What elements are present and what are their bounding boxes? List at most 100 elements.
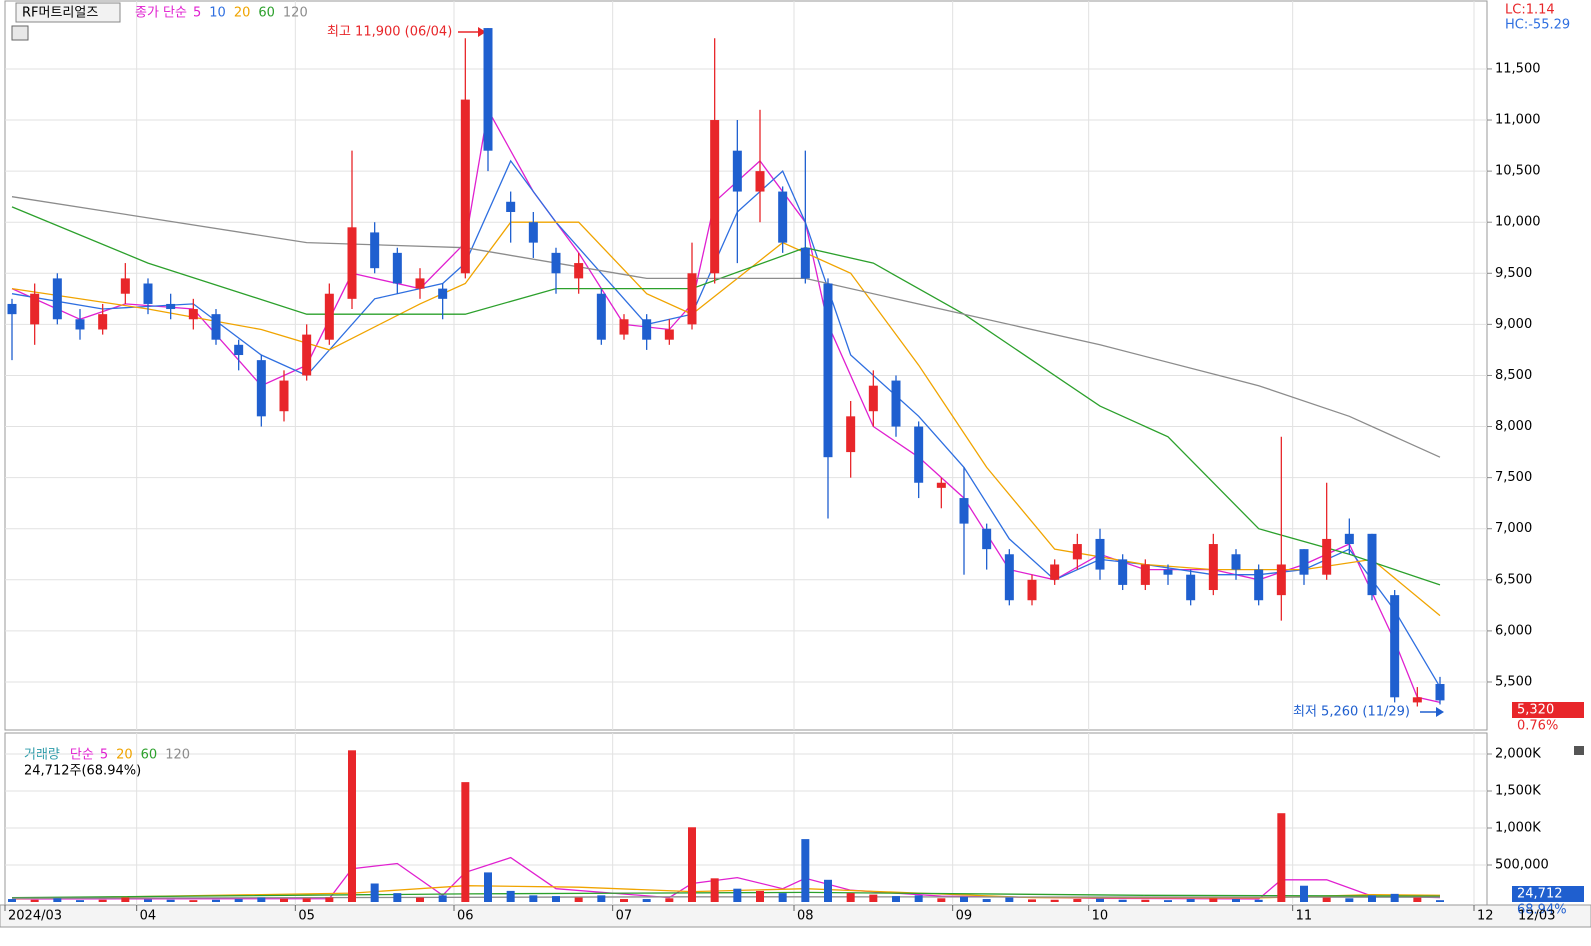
volume-bar (1005, 897, 1014, 902)
x-tick-label: 2024/03 (8, 909, 62, 924)
candle-body (732, 150, 742, 192)
candle-body (1186, 574, 1196, 601)
volume-bar (1254, 899, 1263, 902)
volume-bar (461, 782, 470, 902)
volume-bar (8, 899, 16, 902)
y-tick-label: 8,500 (1495, 368, 1532, 383)
volume-bar (302, 898, 311, 902)
legend-entry: 120 (165, 748, 190, 763)
volume-bar (1050, 899, 1059, 902)
volume-bar (665, 898, 674, 902)
x-tick-label: 11 (1296, 909, 1313, 924)
legend-entry: 60 (141, 748, 158, 763)
table-icon[interactable] (11, 25, 29, 41)
volume-bar (1368, 895, 1376, 902)
y-tick-label: 7,000 (1495, 521, 1532, 536)
volume-bar (1096, 898, 1104, 902)
x-tick-label: 04 (140, 909, 157, 924)
volume-bar (733, 888, 742, 902)
x-axis-band (0, 904, 1591, 928)
y-tick-label: 5,500 (1495, 674, 1532, 689)
candle-body (1344, 533, 1354, 545)
candle-body (846, 416, 856, 453)
y-tick-label: 9,000 (1495, 317, 1532, 332)
end-date: 12/03 (1518, 909, 1555, 924)
panel-button[interactable] (1574, 746, 1584, 755)
candle-body (1050, 564, 1060, 580)
x-tick-label: 12 (1477, 909, 1494, 924)
y-tick-label: 6,000 (1495, 623, 1532, 638)
candle-body (506, 201, 516, 212)
volume-bar (1345, 898, 1354, 902)
candle-body (75, 319, 85, 330)
x-tick-label: 08 (797, 909, 814, 924)
candle-body (1118, 559, 1128, 585)
volume-bar (597, 895, 606, 902)
candle-body (211, 314, 221, 340)
x-tick-label: 05 (298, 909, 315, 924)
volume-bar (257, 897, 266, 902)
volume-bar (892, 896, 900, 902)
candle-body (460, 99, 470, 274)
y-tick-label: 10,000 (1495, 215, 1541, 230)
volume-bar (506, 890, 515, 902)
candle-body (279, 380, 289, 412)
volume-bar (982, 899, 991, 902)
candle-body (1163, 569, 1173, 575)
y-tick-label: 11,000 (1495, 113, 1541, 128)
volume-bar (1232, 899, 1240, 902)
candle-body (982, 528, 992, 550)
volume-bar (756, 890, 764, 902)
candle-body (324, 293, 334, 340)
candle-body (596, 293, 606, 340)
candle-body (415, 278, 425, 289)
candle-body (710, 120, 720, 274)
candle-body (438, 288, 448, 299)
volume-bar (1164, 900, 1172, 902)
legend-label: 단순 (70, 748, 94, 763)
ticker: RF머트리얼즈 (22, 6, 98, 21)
volume-bar (1028, 899, 1036, 902)
volume-bar (846, 893, 855, 902)
candle-body (574, 263, 584, 279)
candle-body (1367, 533, 1377, 596)
legend-entry: 120 (283, 6, 308, 21)
volume-bar (710, 878, 719, 902)
candle-body (800, 247, 810, 279)
candle-body (143, 283, 153, 304)
candle-body (1412, 697, 1422, 703)
candle-body (30, 293, 40, 325)
volume-title: 거래량 (24, 748, 60, 763)
candle-body (392, 252, 402, 284)
candle-body (1435, 684, 1445, 701)
volume-bar (1390, 893, 1399, 902)
candle-body (1095, 538, 1105, 570)
candle-body (256, 360, 266, 417)
ticker-box[interactable] (15, 2, 121, 23)
volume-bar (801, 839, 810, 902)
volume-bar (914, 895, 923, 902)
y-tick-label: 2,000K (1495, 747, 1541, 762)
y-tick-label: 10,500 (1495, 164, 1541, 179)
legend-entry: 5 (100, 748, 108, 763)
volume-bar (960, 896, 968, 902)
volume-bar (144, 899, 152, 902)
low-arrow-head (1436, 707, 1444, 717)
legend-entry: 10 (209, 6, 226, 21)
candle-body (891, 380, 901, 427)
volume-bar (869, 894, 878, 902)
candle-body (1254, 569, 1264, 601)
last-price-box (1512, 702, 1584, 718)
volume-bar (778, 893, 787, 902)
volume-bar (30, 899, 39, 902)
candle-body (687, 273, 697, 325)
volume-bar (688, 827, 696, 902)
lc: LC:1.14 (1505, 3, 1555, 18)
candle-body (188, 309, 198, 320)
legend-entry: 5 (193, 6, 201, 21)
candle-body (52, 278, 62, 320)
volume-bar (393, 893, 402, 902)
candle-body (98, 314, 108, 330)
volume-bar (529, 895, 538, 902)
